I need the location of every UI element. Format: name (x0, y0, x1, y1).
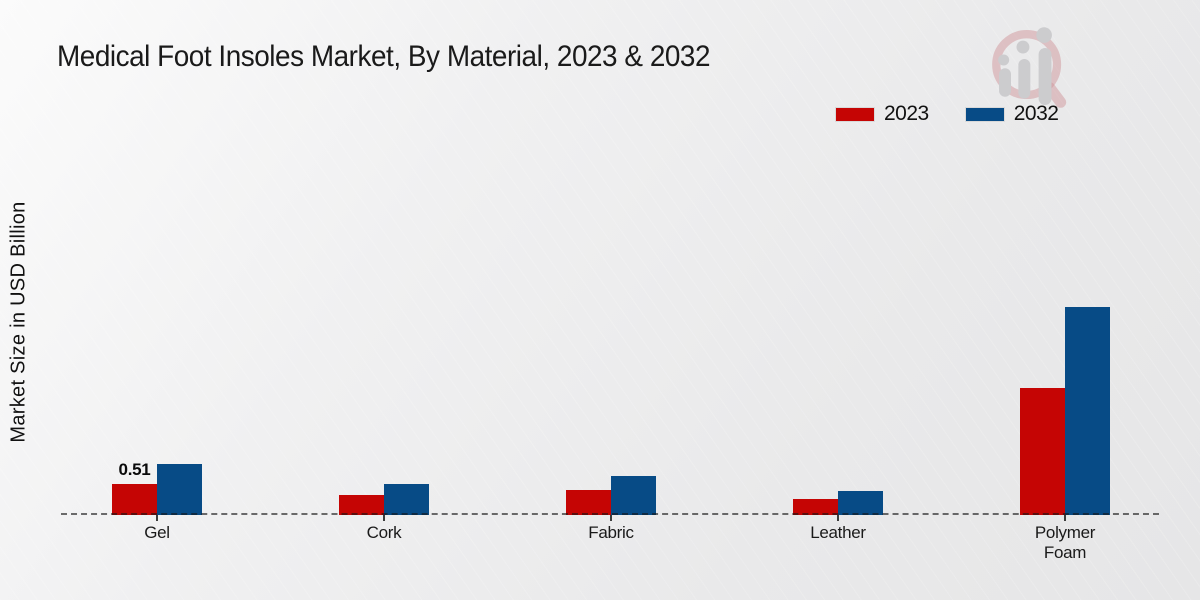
legend-swatch-2023 (835, 106, 875, 122)
category-label-polymer-foam: Polymer Foam (1034, 523, 1096, 563)
x-axis-tick-fabric (610, 515, 612, 521)
category-label-fabric: Fabric (588, 523, 634, 542)
legend-label-2023: 2023 (884, 102, 929, 125)
bar-2032-polymer-foam (1065, 307, 1110, 515)
bar-2032-cork (384, 484, 429, 515)
x-axis-tick-cork (383, 515, 385, 521)
bar-2023-fabric (566, 490, 611, 515)
legend-label-2032: 2032 (1013, 102, 1059, 125)
x-axis-tick-leather (837, 515, 839, 521)
chart-title: Medical Foot Insoles Market, By Material… (57, 40, 711, 73)
x-axis-tick-gel (156, 515, 158, 521)
magnifier-chart-logo-icon (992, 27, 1067, 108)
legend-item-2032: 2032 (964, 102, 1059, 126)
bar-2023-gel (112, 484, 157, 515)
category-label-cork: Cork (366, 523, 402, 542)
bottom-accent-strip (0, 587, 1200, 600)
data-label-2023-gel: 0.51 (118, 460, 151, 479)
bar-2032-gel (157, 464, 202, 515)
legend-item-2023: 2023 (835, 102, 929, 126)
bar-2032-fabric (611, 476, 656, 515)
x-axis-tick-polymer-foam (1064, 515, 1066, 521)
category-label-gel: Gel (144, 523, 170, 542)
legend: 2023 2032 (835, 102, 1059, 126)
category-label-leather: Leather (810, 523, 866, 542)
bar-2023-leather (793, 499, 838, 515)
x-axis-dashed-baseline (61, 513, 1159, 515)
bar-2032-leather (838, 491, 883, 515)
bar-2023-cork (339, 495, 384, 515)
legend-swatch-2032 (964, 106, 1005, 122)
bar-2023-polymer-foam (1020, 388, 1065, 515)
